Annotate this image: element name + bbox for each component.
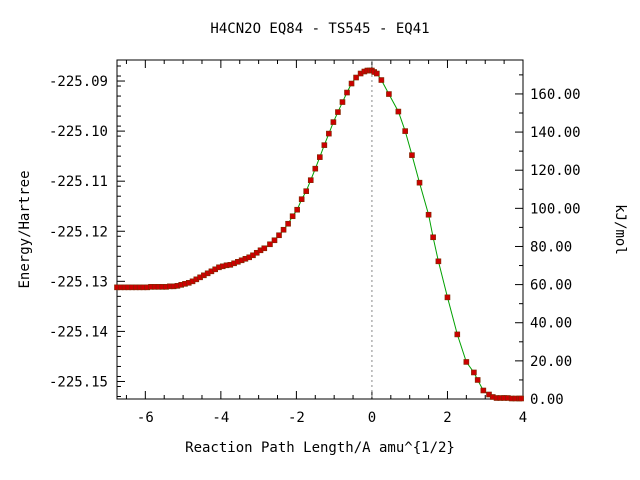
data-point bbox=[474, 377, 481, 383]
y2-tick-label: 60.00 bbox=[530, 278, 572, 294]
data-point bbox=[430, 234, 436, 241]
data-point bbox=[276, 232, 282, 239]
y2-tick-label: 20.00 bbox=[530, 354, 572, 370]
data-point bbox=[271, 237, 278, 244]
data-point bbox=[374, 70, 380, 77]
y2-tick-label: 140.00 bbox=[530, 125, 581, 141]
y2-tick-label: 100.00 bbox=[530, 201, 581, 217]
data-point bbox=[416, 179, 423, 186]
x-tick-label: -6 bbox=[137, 410, 154, 426]
y-tick-label: -225.13 bbox=[49, 274, 108, 290]
x-tick-label: 2 bbox=[443, 410, 451, 426]
data-point bbox=[321, 142, 328, 148]
data-point bbox=[285, 220, 291, 227]
data-point bbox=[454, 331, 461, 338]
data-point bbox=[261, 245, 268, 252]
y2-tick-label: 40.00 bbox=[530, 316, 572, 332]
data-point bbox=[307, 177, 314, 183]
data-points bbox=[114, 67, 524, 402]
data-point bbox=[344, 89, 350, 96]
data-point bbox=[294, 206, 300, 213]
data-point bbox=[395, 108, 402, 115]
chart-title: H4CN2O EQ84 - TS545 - EQ41 bbox=[210, 21, 429, 37]
interpolated-curve bbox=[117, 70, 522, 399]
data-point bbox=[280, 226, 287, 233]
x-tick-label: -2 bbox=[288, 410, 305, 426]
y-tick-label: -225.15 bbox=[49, 374, 108, 390]
plot-frame bbox=[116, 59, 524, 400]
data-point bbox=[339, 99, 346, 105]
y2-tick-label: 80.00 bbox=[530, 239, 572, 255]
tick-labels: -6 -4 -2 0 2 4 -225.09 -225.10 -225.11 -225.12 -22… bbox=[49, 74, 581, 426]
data-point bbox=[435, 258, 442, 265]
y2-tick-label: 160.00 bbox=[530, 87, 581, 103]
y2-axis-label: kJ/mol bbox=[612, 204, 628, 255]
data-point bbox=[312, 165, 319, 172]
data-point bbox=[518, 395, 524, 402]
data-point bbox=[480, 387, 487, 394]
data-point bbox=[402, 128, 408, 134]
y2-tick-label: 0.00 bbox=[530, 392, 564, 408]
data-point bbox=[444, 294, 451, 301]
data-point bbox=[326, 130, 332, 137]
data-point bbox=[267, 241, 273, 248]
data-point bbox=[317, 154, 323, 160]
data-point bbox=[378, 77, 385, 83]
x-axis-label: Reaction Path Length/A amu^{1/2} bbox=[185, 440, 455, 456]
data-point bbox=[298, 196, 305, 203]
y-tick-label: -225.10 bbox=[49, 124, 108, 140]
data-point bbox=[289, 213, 296, 220]
data-point bbox=[335, 109, 341, 115]
x-tick-label: 4 bbox=[519, 410, 527, 426]
data-point bbox=[386, 91, 392, 97]
x-tick-label: 0 bbox=[368, 410, 376, 426]
data-point bbox=[353, 74, 359, 81]
data-point bbox=[463, 359, 470, 365]
y-tick-label: -225.12 bbox=[49, 224, 108, 240]
data-point bbox=[330, 119, 337, 125]
x-tick-label: -4 bbox=[212, 410, 229, 426]
series-line bbox=[117, 70, 522, 399]
data-point bbox=[425, 211, 432, 218]
y-tick-label: -225.11 bbox=[49, 174, 108, 190]
data-point bbox=[471, 369, 477, 376]
y-tick-label: -225.14 bbox=[49, 324, 108, 340]
y2-tick-label: 120.00 bbox=[530, 163, 581, 179]
y-tick-label: -225.09 bbox=[49, 74, 108, 90]
data-point bbox=[303, 188, 310, 194]
axis-ticks bbox=[117, 60, 524, 400]
data-point bbox=[409, 152, 415, 158]
data-point bbox=[348, 80, 355, 87]
y-axis-label: Energy/Hartree bbox=[17, 170, 33, 288]
